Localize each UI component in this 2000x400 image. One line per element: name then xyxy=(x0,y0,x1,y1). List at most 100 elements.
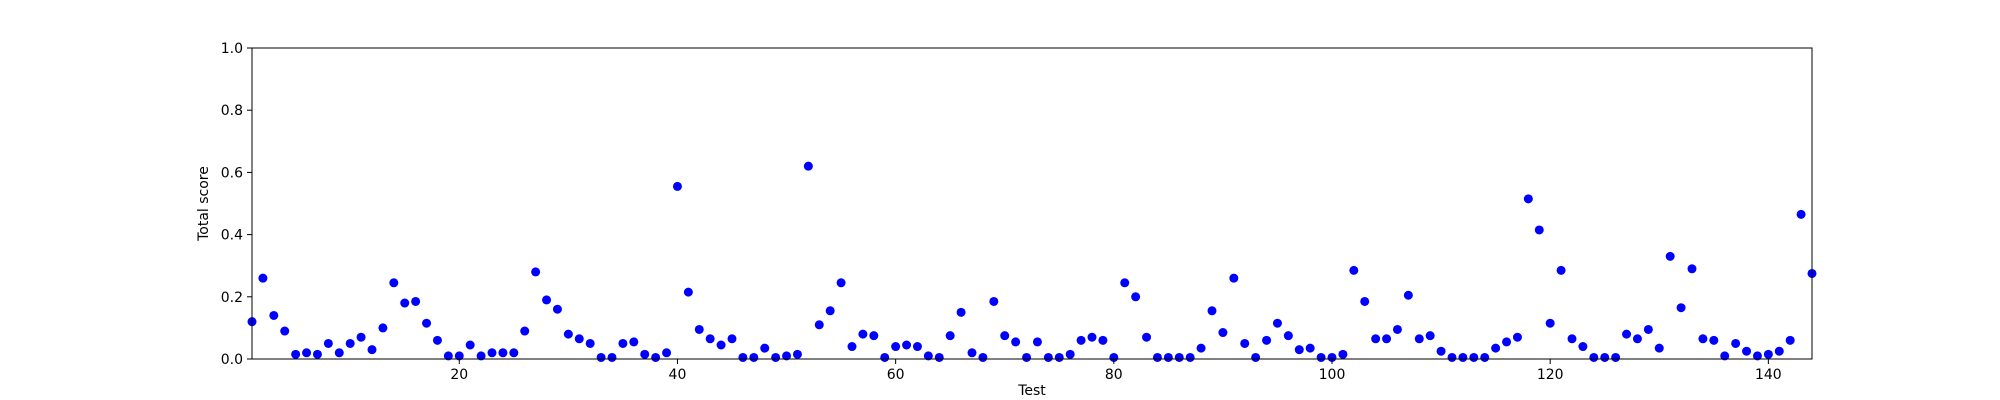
data-point xyxy=(640,349,650,359)
data-point xyxy=(378,323,388,333)
x-tick-label: 100 xyxy=(1319,367,1346,383)
data-points xyxy=(247,161,1817,362)
data-point xyxy=(498,348,508,358)
data-point xyxy=(1403,290,1413,300)
data-point xyxy=(443,351,453,361)
data-point xyxy=(1316,352,1326,362)
x-axis-label: Test xyxy=(1017,383,1046,399)
data-point xyxy=(432,335,442,345)
data-point xyxy=(1469,352,1479,362)
data-point xyxy=(552,304,562,314)
data-point xyxy=(1229,273,1239,283)
data-point xyxy=(1491,343,1501,353)
data-point xyxy=(422,318,432,328)
data-point xyxy=(1676,303,1686,313)
data-point xyxy=(542,295,552,305)
data-point xyxy=(400,298,410,308)
data-point xyxy=(1349,265,1359,275)
data-point xyxy=(323,338,333,348)
data-point xyxy=(1796,209,1806,219)
data-point xyxy=(302,348,312,358)
data-point xyxy=(1262,335,1272,345)
data-point xyxy=(509,348,519,358)
data-point xyxy=(1120,278,1130,288)
data-point xyxy=(1152,352,1162,362)
data-point xyxy=(1327,352,1337,362)
data-point xyxy=(923,351,933,361)
data-point xyxy=(705,334,715,344)
data-point xyxy=(716,340,726,350)
data-point xyxy=(1512,332,1522,342)
data-point xyxy=(1763,349,1773,359)
data-point xyxy=(487,348,497,358)
data-point xyxy=(465,340,475,350)
data-point xyxy=(1283,331,1293,341)
data-point xyxy=(945,331,955,341)
data-point xyxy=(1218,328,1228,338)
data-point xyxy=(334,348,344,358)
data-point xyxy=(1425,331,1435,341)
data-point xyxy=(1011,337,1021,347)
data-point xyxy=(1022,352,1032,362)
data-point xyxy=(967,348,977,358)
data-point xyxy=(1131,292,1141,302)
data-point xyxy=(520,326,530,336)
data-point xyxy=(1032,337,1042,347)
data-point xyxy=(411,296,421,306)
data-point xyxy=(1731,338,1741,348)
data-point xyxy=(1709,335,1719,345)
data-point xyxy=(563,329,573,339)
data-point xyxy=(672,181,682,191)
data-point xyxy=(1502,337,1512,347)
data-point xyxy=(1392,324,1402,334)
data-point xyxy=(978,352,988,362)
data-point xyxy=(291,349,301,359)
data-point xyxy=(727,334,737,344)
data-point xyxy=(1043,352,1053,362)
data-point xyxy=(1600,352,1610,362)
data-point xyxy=(1589,352,1599,362)
data-point xyxy=(1545,318,1555,328)
y-tick-label: 0.4 xyxy=(221,228,243,244)
data-point xyxy=(1458,352,1468,362)
data-point xyxy=(258,273,268,283)
data-point xyxy=(1752,351,1762,361)
data-point xyxy=(858,329,868,339)
data-point xyxy=(1785,335,1795,345)
data-point xyxy=(1632,334,1642,344)
data-point xyxy=(1611,352,1621,362)
data-point xyxy=(1142,332,1152,342)
data-point xyxy=(389,278,399,288)
data-point xyxy=(934,352,944,362)
y-axis-label: Total score xyxy=(196,166,212,242)
data-point xyxy=(1436,346,1446,356)
data-point xyxy=(825,306,835,316)
data-point xyxy=(1087,332,1097,342)
data-point xyxy=(1447,352,1457,362)
data-point xyxy=(989,296,999,306)
data-point xyxy=(1371,334,1381,344)
data-point xyxy=(1742,346,1752,356)
data-point xyxy=(1382,334,1392,344)
data-point xyxy=(454,351,464,361)
data-point xyxy=(1174,352,1184,362)
x-tick-label: 80 xyxy=(1105,367,1123,383)
data-point xyxy=(814,320,824,330)
data-point xyxy=(1567,334,1577,344)
data-point xyxy=(1534,225,1544,235)
data-point xyxy=(1622,329,1632,339)
data-point xyxy=(607,352,617,362)
plot-frame xyxy=(251,47,1813,360)
data-point xyxy=(891,342,901,352)
data-point xyxy=(1523,194,1533,204)
y-tick-label: 0.8 xyxy=(221,103,243,119)
data-point xyxy=(1207,306,1217,316)
data-point xyxy=(683,287,693,297)
data-point xyxy=(367,345,377,355)
y-tick-label: 1.0 xyxy=(221,41,243,57)
data-point xyxy=(1414,334,1424,344)
data-point xyxy=(760,343,770,353)
data-point xyxy=(782,351,792,361)
data-point xyxy=(269,310,279,320)
